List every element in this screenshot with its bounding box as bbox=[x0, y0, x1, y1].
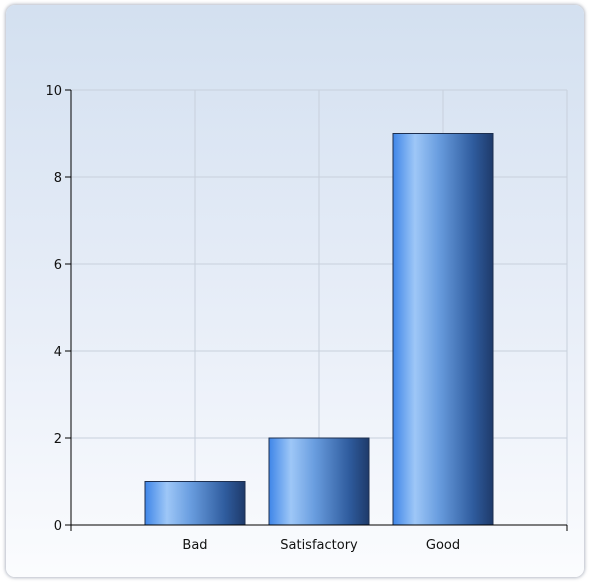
bar-good bbox=[392, 133, 494, 526]
x-tick-label: Bad bbox=[182, 538, 207, 553]
y-tick-label: 4 bbox=[54, 345, 62, 360]
y-tick-label: 6 bbox=[54, 258, 62, 273]
bar-satisfactory bbox=[268, 437, 370, 526]
bars bbox=[144, 133, 494, 526]
y-tick-label: 8 bbox=[54, 171, 62, 186]
tick-labels: 0 2 4 6 8 10 Bad Satisfactory Good bbox=[45, 84, 460, 553]
y-tick-label: 0 bbox=[54, 519, 62, 534]
x-tick-label: Satisfactory bbox=[280, 538, 358, 553]
y-tick-label: 2 bbox=[54, 432, 62, 447]
bar-bad bbox=[144, 481, 246, 526]
y-tick-label: 10 bbox=[45, 84, 62, 99]
x-tick-label: Good bbox=[426, 538, 460, 553]
axes bbox=[65, 89, 568, 531]
